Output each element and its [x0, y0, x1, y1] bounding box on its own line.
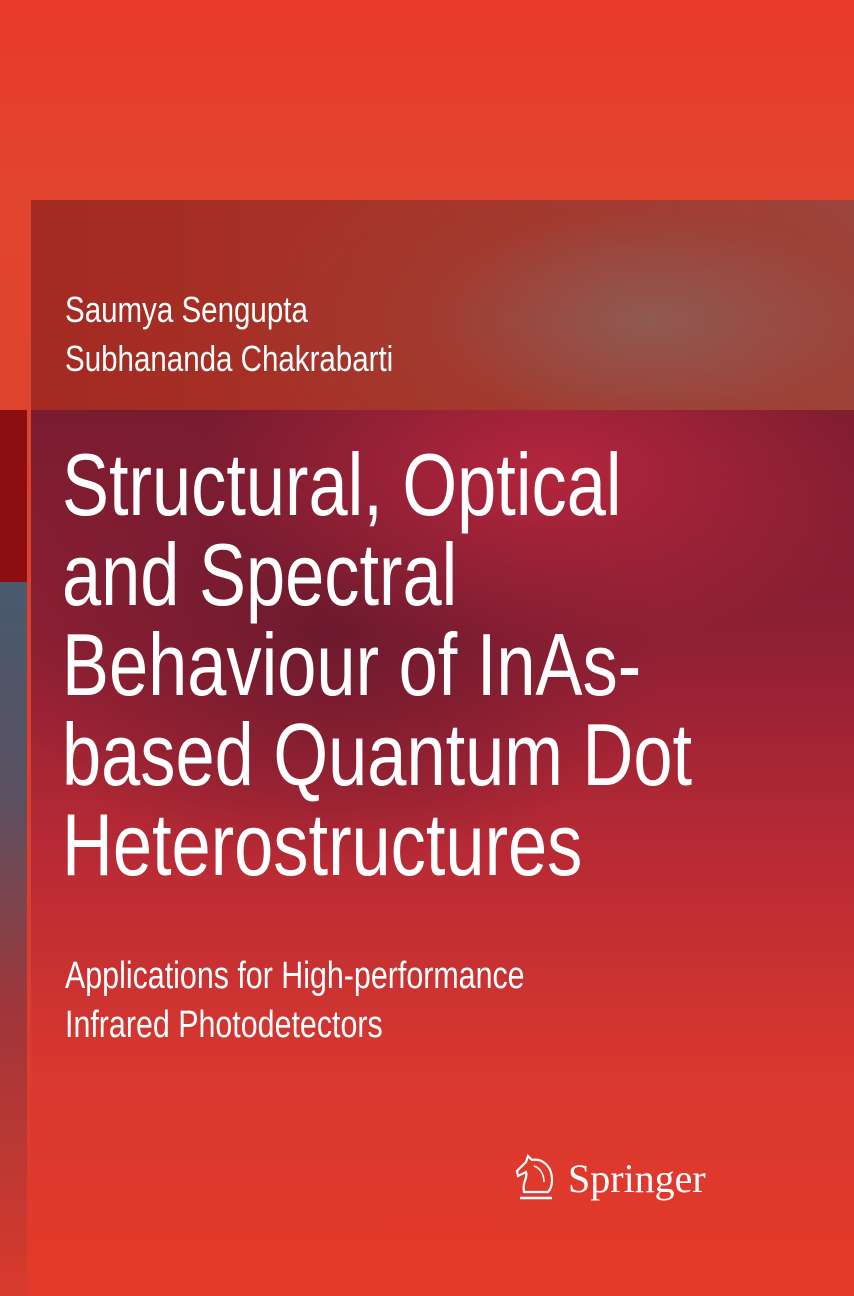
title-line: based Quantum Dot: [62, 705, 693, 804]
spine-strip-red: [0, 410, 27, 582]
author-name: Subhananda Chakrabarti: [65, 338, 394, 379]
title-line: Behaviour of InAs-: [62, 615, 642, 714]
book-title: Structural, Optical and Spectral Behavio…: [62, 440, 692, 890]
title-line: Structural, Optical: [62, 435, 622, 534]
book-subtitle: Applications for High-performance Infrar…: [65, 952, 525, 1050]
springer-horse-logo-icon: [515, 1153, 554, 1200]
publisher-logo: Springer: [514, 1152, 706, 1204]
subtitle-line: Infrared Photodetectors: [65, 1004, 383, 1046]
authors: Saumya Sengupta Subhananda Chakrabarti: [65, 285, 393, 383]
title-band: [31, 410, 854, 1296]
author-name: Saumya Sengupta: [65, 289, 308, 330]
subtitle-line: Applications for High-performance: [65, 955, 525, 997]
title-line: and Spectral: [62, 525, 458, 624]
publisher-name: Springer: [568, 1155, 706, 1201]
author-band: [31, 200, 854, 410]
spine-strip-blue: [0, 582, 27, 1296]
title-line: Heterostructures: [62, 795, 583, 894]
